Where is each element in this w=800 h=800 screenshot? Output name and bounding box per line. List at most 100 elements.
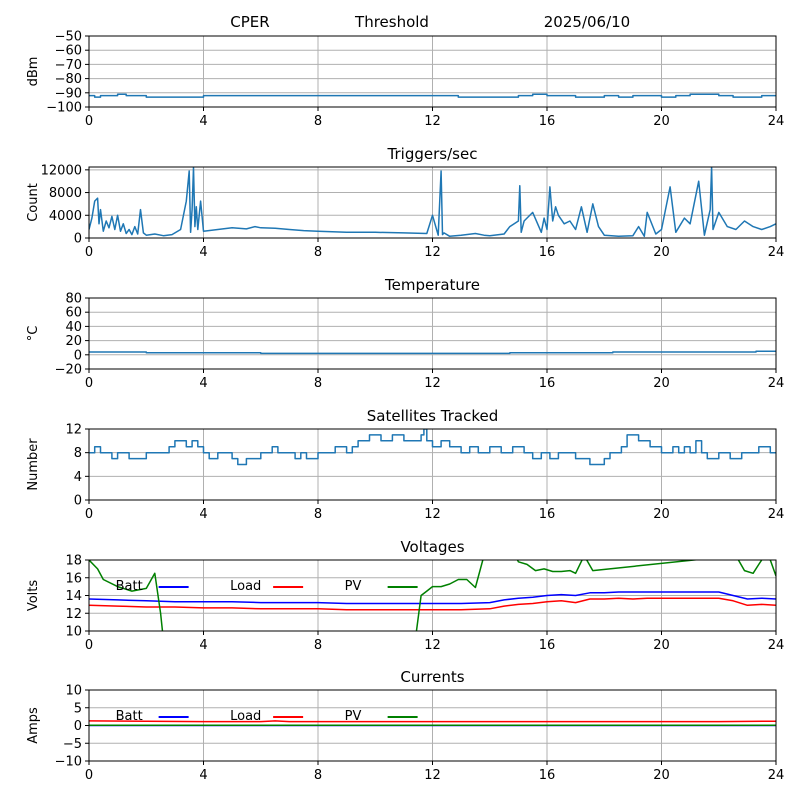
panel-4: 0 4 8 12 16 20 24 0 4 8 12 Satellites Tracked Number bbox=[26, 407, 784, 522]
y-tick-label-0: −20 bbox=[55, 363, 82, 378]
y-tick-label-1: 0 bbox=[74, 348, 82, 363]
x-tick-label-5: 20 bbox=[653, 638, 670, 653]
legend-label-load: Load bbox=[230, 709, 261, 724]
x-tick-label-4: 16 bbox=[539, 507, 556, 522]
x-tick-label-6: 24 bbox=[768, 768, 785, 783]
x-tick-label-5: 20 bbox=[653, 114, 670, 129]
y-axis-label: Count bbox=[26, 183, 41, 222]
y-tick-label-1: 12 bbox=[65, 607, 82, 622]
x-tick-label-6: 24 bbox=[768, 376, 785, 391]
x-tick-label-4: 16 bbox=[539, 768, 556, 783]
legend-label-batt: Batt bbox=[116, 709, 143, 724]
y-tick-label-1: 4 bbox=[74, 470, 82, 485]
x-tick-label-2: 8 bbox=[314, 114, 322, 129]
panel-title: Currents bbox=[400, 668, 464, 686]
legend-label-load: Load bbox=[230, 579, 261, 594]
y-axis-label: Volts bbox=[26, 580, 41, 612]
y-tick-label-3: 40 bbox=[65, 320, 82, 335]
panel-1: 0 4 8 12 16 20 24 −100−90−80−70−60−50 dBm bbox=[26, 30, 784, 130]
legend-label-batt: Batt bbox=[116, 579, 143, 594]
y-tick-label-3: 16 bbox=[65, 571, 82, 586]
series-group bbox=[89, 560, 776, 631]
y-tick-label-3: 12000 bbox=[41, 163, 82, 178]
x-tick-label-4: 16 bbox=[539, 638, 556, 653]
y-axis-label: Number bbox=[26, 438, 41, 491]
y-tick-label-0: 0 bbox=[74, 232, 82, 247]
x-tick-label-4: 16 bbox=[539, 245, 556, 260]
series-0 bbox=[89, 167, 776, 238]
x-tick-label-5: 20 bbox=[653, 507, 670, 522]
x-tick-label-0: 0 bbox=[85, 638, 93, 653]
x-tick-label-2: 8 bbox=[314, 768, 322, 783]
panel-6: 0 4 8 12 16 20 24 −10 −5 0 5 10 Currents Amps Batt Load… bbox=[26, 668, 784, 783]
x-tick-label-1: 4 bbox=[199, 768, 207, 783]
x-tick-label-2: 8 bbox=[314, 507, 322, 522]
y-tick-label-1: −90 bbox=[55, 86, 82, 101]
y-tick-label-4: 18 bbox=[65, 554, 82, 569]
x-tick-label-6: 24 bbox=[768, 245, 785, 260]
series-load bbox=[89, 597, 776, 611]
series-0 bbox=[89, 429, 776, 466]
series-0 bbox=[89, 350, 776, 355]
y-tick-label-2: 8000 bbox=[49, 186, 82, 201]
y-tick-label-1: −5 bbox=[63, 737, 82, 752]
x-tick-label-2: 8 bbox=[314, 376, 322, 391]
x-tick-label-1: 4 bbox=[199, 245, 207, 260]
panel-title: Triggers/sec bbox=[387, 145, 478, 163]
y-tick-label-0: −100 bbox=[46, 101, 82, 116]
x-tick-label-4: 16 bbox=[539, 376, 556, 391]
y-axis-label: °C bbox=[26, 326, 41, 342]
y-tick-label-3: 5 bbox=[74, 701, 82, 716]
x-tick-label-5: 20 bbox=[653, 376, 670, 391]
x-tick-label-2: 8 bbox=[314, 638, 322, 653]
y-tick-label-2: −80 bbox=[55, 72, 82, 87]
y-tick-label-0: −10 bbox=[55, 755, 82, 770]
y-tick-label-4: 60 bbox=[65, 306, 82, 321]
series-group bbox=[89, 720, 776, 727]
header-site: CPER bbox=[230, 13, 269, 31]
y-tick-label-3: 12 bbox=[65, 423, 82, 438]
y-tick-label-4: 10 bbox=[65, 684, 82, 699]
series-group bbox=[89, 350, 776, 355]
y-axis-label: Amps bbox=[26, 707, 41, 744]
x-tick-label-3: 12 bbox=[424, 768, 441, 783]
x-tick-label-3: 12 bbox=[424, 376, 441, 391]
y-tick-label-2: 14 bbox=[65, 589, 82, 604]
series-group bbox=[89, 167, 776, 238]
panel-5: 0 4 8 12 16 20 24 10 12 14 16 18 Voltages Volts Batt Lo… bbox=[26, 538, 784, 653]
y-tick-label-2: 0 bbox=[74, 719, 82, 734]
y-tick-label-0: 0 bbox=[74, 494, 82, 509]
x-tick-label-1: 4 bbox=[199, 376, 207, 391]
panel-2: 0 4 8 12 16 20 24 0 4000 8000 12000 Triggers/sec Cou… bbox=[26, 145, 784, 260]
header-date: 2025/06/10 bbox=[544, 13, 630, 31]
y-tick-label-2: 8 bbox=[74, 446, 82, 461]
panel-title: Temperature bbox=[384, 276, 480, 294]
x-tick-label-1: 4 bbox=[199, 638, 207, 653]
y-tick-label-5: −50 bbox=[55, 30, 82, 45]
panel-title: Satellites Tracked bbox=[367, 407, 498, 425]
x-tick-label-5: 20 bbox=[653, 245, 670, 260]
series-group bbox=[89, 93, 776, 98]
y-tick-label-4: −60 bbox=[55, 44, 82, 59]
series-group bbox=[89, 429, 776, 466]
x-tick-label-0: 0 bbox=[85, 768, 93, 783]
x-tick-label-1: 4 bbox=[199, 507, 207, 522]
x-tick-label-3: 12 bbox=[424, 638, 441, 653]
legend-label-pv: PV bbox=[345, 579, 362, 594]
series-batt bbox=[89, 591, 776, 605]
x-tick-label-6: 24 bbox=[768, 114, 785, 129]
y-tick-label-2: 20 bbox=[65, 334, 82, 349]
x-tick-label-6: 24 bbox=[768, 507, 785, 522]
panel-title: Voltages bbox=[400, 538, 464, 556]
x-tick-label-3: 12 bbox=[424, 114, 441, 129]
x-tick-label-1: 4 bbox=[199, 114, 207, 129]
x-tick-label-3: 12 bbox=[424, 507, 441, 522]
x-tick-label-3: 12 bbox=[424, 245, 441, 260]
series-0 bbox=[89, 93, 776, 98]
legend-label-pv: PV bbox=[345, 709, 362, 724]
y-axis-label: dBm bbox=[26, 57, 41, 87]
